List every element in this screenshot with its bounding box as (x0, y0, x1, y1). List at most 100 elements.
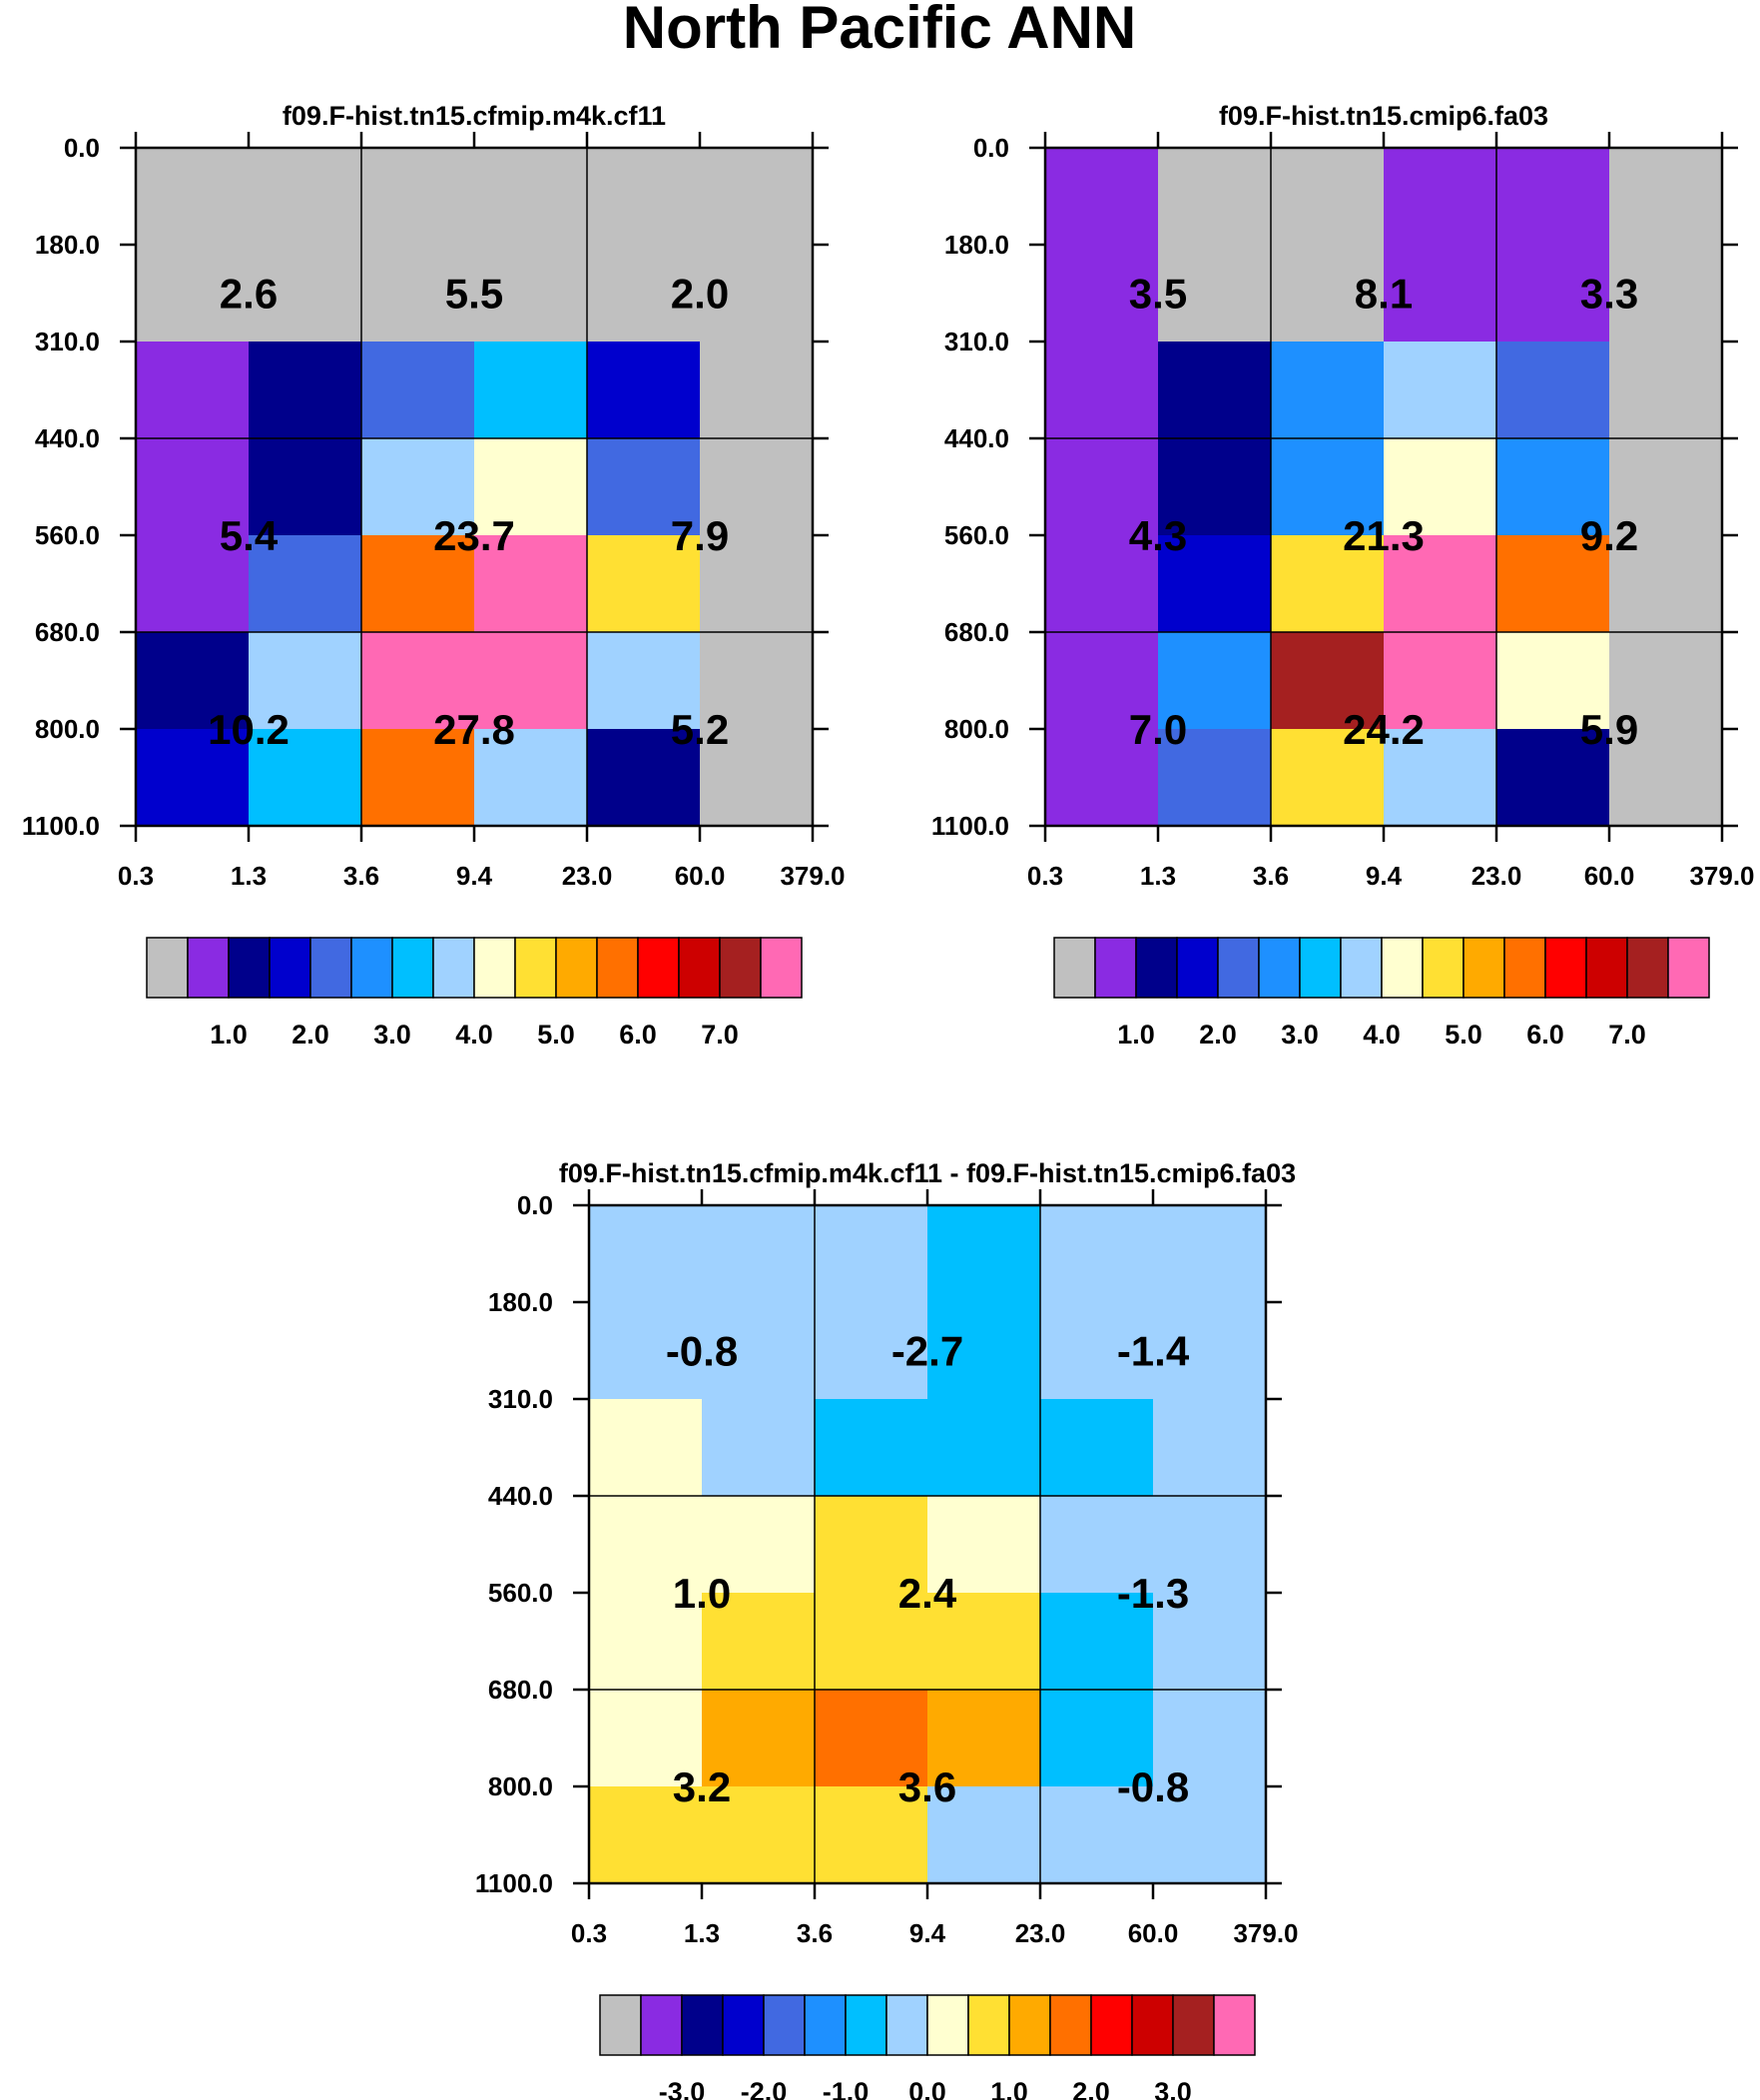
colorbar-box (1176, 937, 1219, 999)
heatmap-cell (1609, 729, 1723, 827)
heatmap-cell (474, 438, 588, 536)
heatmap-cell (249, 535, 362, 633)
colorbar-label: 5.0 (537, 1020, 575, 1050)
heatmap-cell (1158, 632, 1272, 730)
heatmap-cell (1609, 342, 1723, 439)
heatmap-cell (1496, 535, 1610, 633)
heatmap-cell (1271, 729, 1385, 827)
colorbar-box (1172, 1994, 1215, 2056)
heatmap-cell (1040, 1205, 1154, 1303)
cell-value: 27.8 (433, 706, 515, 753)
heatmap-cell (700, 535, 814, 633)
y-tick-label: 1100.0 (931, 811, 1009, 841)
heatmap-cell (1158, 245, 1272, 343)
colorbar-box (719, 937, 762, 999)
heatmap-cell (1158, 148, 1272, 246)
heatmap-cell (136, 148, 250, 246)
heatmap-cell (474, 342, 588, 439)
heatmap-cell (361, 148, 475, 246)
heatmap-cell (249, 438, 362, 536)
heatmap-cell (1271, 342, 1385, 439)
heatmap-cell (1040, 1786, 1154, 1884)
colorbar-label: 2.0 (1199, 1020, 1237, 1050)
y-tick-label: 180.0 (944, 230, 1009, 260)
heatmap-cell (587, 632, 701, 730)
heatmap-cell (1045, 632, 1159, 730)
cell-value: 1.0 (673, 1570, 731, 1617)
colorbar-box (146, 937, 189, 999)
x-tick-label: 9.4 (909, 1918, 946, 1948)
y-tick-label: 560.0 (488, 1578, 553, 1608)
heatmap-cell (474, 632, 588, 730)
heatmap-cell (474, 729, 588, 827)
colorbar-box (1422, 937, 1465, 999)
heatmap-cell (1384, 632, 1497, 730)
cell-value: 10.2 (208, 706, 290, 753)
panel-title: f09.F-hist.tn15.cfmip.m4k.cf11 (283, 101, 666, 131)
colorbar-box (1213, 1994, 1256, 2056)
colorbar-label: 6.0 (1526, 1020, 1564, 1050)
heatmap-cell (1153, 1786, 1267, 1884)
colorbar-box (1667, 937, 1710, 999)
colorbar-box (514, 937, 557, 999)
colorbar-box (722, 1994, 765, 2056)
y-tick-label: 0.0 (517, 1190, 553, 1220)
heatmap-cell (700, 729, 814, 827)
colorbar-label: -2.0 (741, 2077, 788, 2100)
colorbar-box (596, 937, 639, 999)
cell-value: 7.0 (1129, 706, 1187, 753)
y-tick-label: 310.0 (488, 1384, 553, 1414)
heatmap-cell (1609, 632, 1723, 730)
colorbar-label: 1.0 (1117, 1020, 1155, 1050)
heatmap-cell (589, 1786, 703, 1884)
heatmap-cell (249, 342, 362, 439)
heatmap-cell (1153, 1690, 1267, 1787)
cell-value: 4.3 (1129, 512, 1187, 559)
colorbar-box (1090, 1994, 1133, 2056)
heatmap-cell (589, 1496, 703, 1594)
heatmap-cell (589, 1302, 703, 1400)
heatmap-cell (1045, 729, 1159, 827)
heatmap-cell (361, 729, 475, 827)
x-tick-label: 0.3 (571, 1918, 607, 1948)
panel-title: f09.F-hist.tn15.cmip6.fa03 (1219, 101, 1548, 131)
heatmap-cell (1271, 632, 1385, 730)
heatmap-cell (1384, 729, 1497, 827)
colorbar-label: 3.0 (1154, 2077, 1192, 2100)
colorbar-box (1544, 937, 1587, 999)
heatmap-cell (1045, 245, 1159, 343)
y-tick-label: 0.0 (973, 133, 1009, 163)
colorbar-box (432, 937, 475, 999)
panel-difference: 0.0 180.0 310.0 440.0 560.0 680.0 800.0 1100.0 0… (475, 1158, 1299, 2100)
colorbar-label: 4.0 (455, 1020, 493, 1050)
colorbar-box (1131, 1994, 1174, 2056)
heatmap-cell (1496, 438, 1610, 536)
y-tick-label: 1100.0 (475, 1868, 553, 1898)
colorbar-box (760, 937, 803, 999)
heatmap-cell (589, 1205, 703, 1303)
heatmap-cell (1040, 1690, 1154, 1787)
heatmap-cell (249, 729, 362, 827)
y-tick-label: 180.0 (35, 230, 100, 260)
x-tick-label: 379.0 (1689, 861, 1754, 891)
cell-value: 7.9 (671, 512, 729, 559)
heatmap-cell (136, 245, 250, 343)
heatmap-cell (361, 342, 475, 439)
heatmap-cell (1040, 1302, 1154, 1400)
heatmap-cell (361, 245, 475, 343)
cell-value: 2.4 (898, 1570, 957, 1617)
heatmap-cell (1158, 342, 1272, 439)
heatmap-cell (1384, 245, 1497, 343)
heatmap-cell (361, 535, 475, 633)
heatmap-cell (1158, 729, 1272, 827)
cell-value: -1.4 (1117, 1328, 1190, 1375)
colorbar-box (350, 937, 393, 999)
colorbar-label: 0.0 (908, 2077, 946, 2100)
colorbar-box (1340, 937, 1383, 999)
heatmap-cell (587, 438, 701, 536)
colorbar-box (309, 937, 352, 999)
heatmap-cell (1496, 342, 1610, 439)
colorbar-box (1381, 937, 1424, 999)
heatmap-cell (1045, 148, 1159, 246)
cell-value: -0.8 (666, 1328, 738, 1375)
